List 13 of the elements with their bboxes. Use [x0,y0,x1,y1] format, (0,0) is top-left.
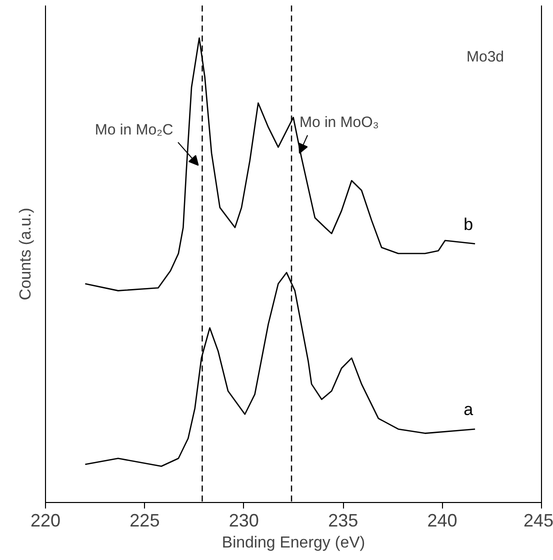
x-tick-label: 220 [30,510,61,530]
x-tick-label: 240 [427,510,458,530]
annotation: Mo in Mo₂C [94,121,174,138]
series-label: b [464,214,474,234]
annotation: Mo in MoO₃ [299,114,379,132]
x-tick-label: 245 [523,510,553,530]
x-tick-label: 230 [228,510,259,530]
series-label: a [464,400,474,420]
x-tick-label: 225 [130,510,160,530]
y-axis-title: Counts (a.u.) [18,208,34,300]
x-tick-label: 235 [328,510,358,530]
x-axis-title: Binding Energy (eV) [222,534,366,552]
annotation: Mo3d [466,48,504,66]
